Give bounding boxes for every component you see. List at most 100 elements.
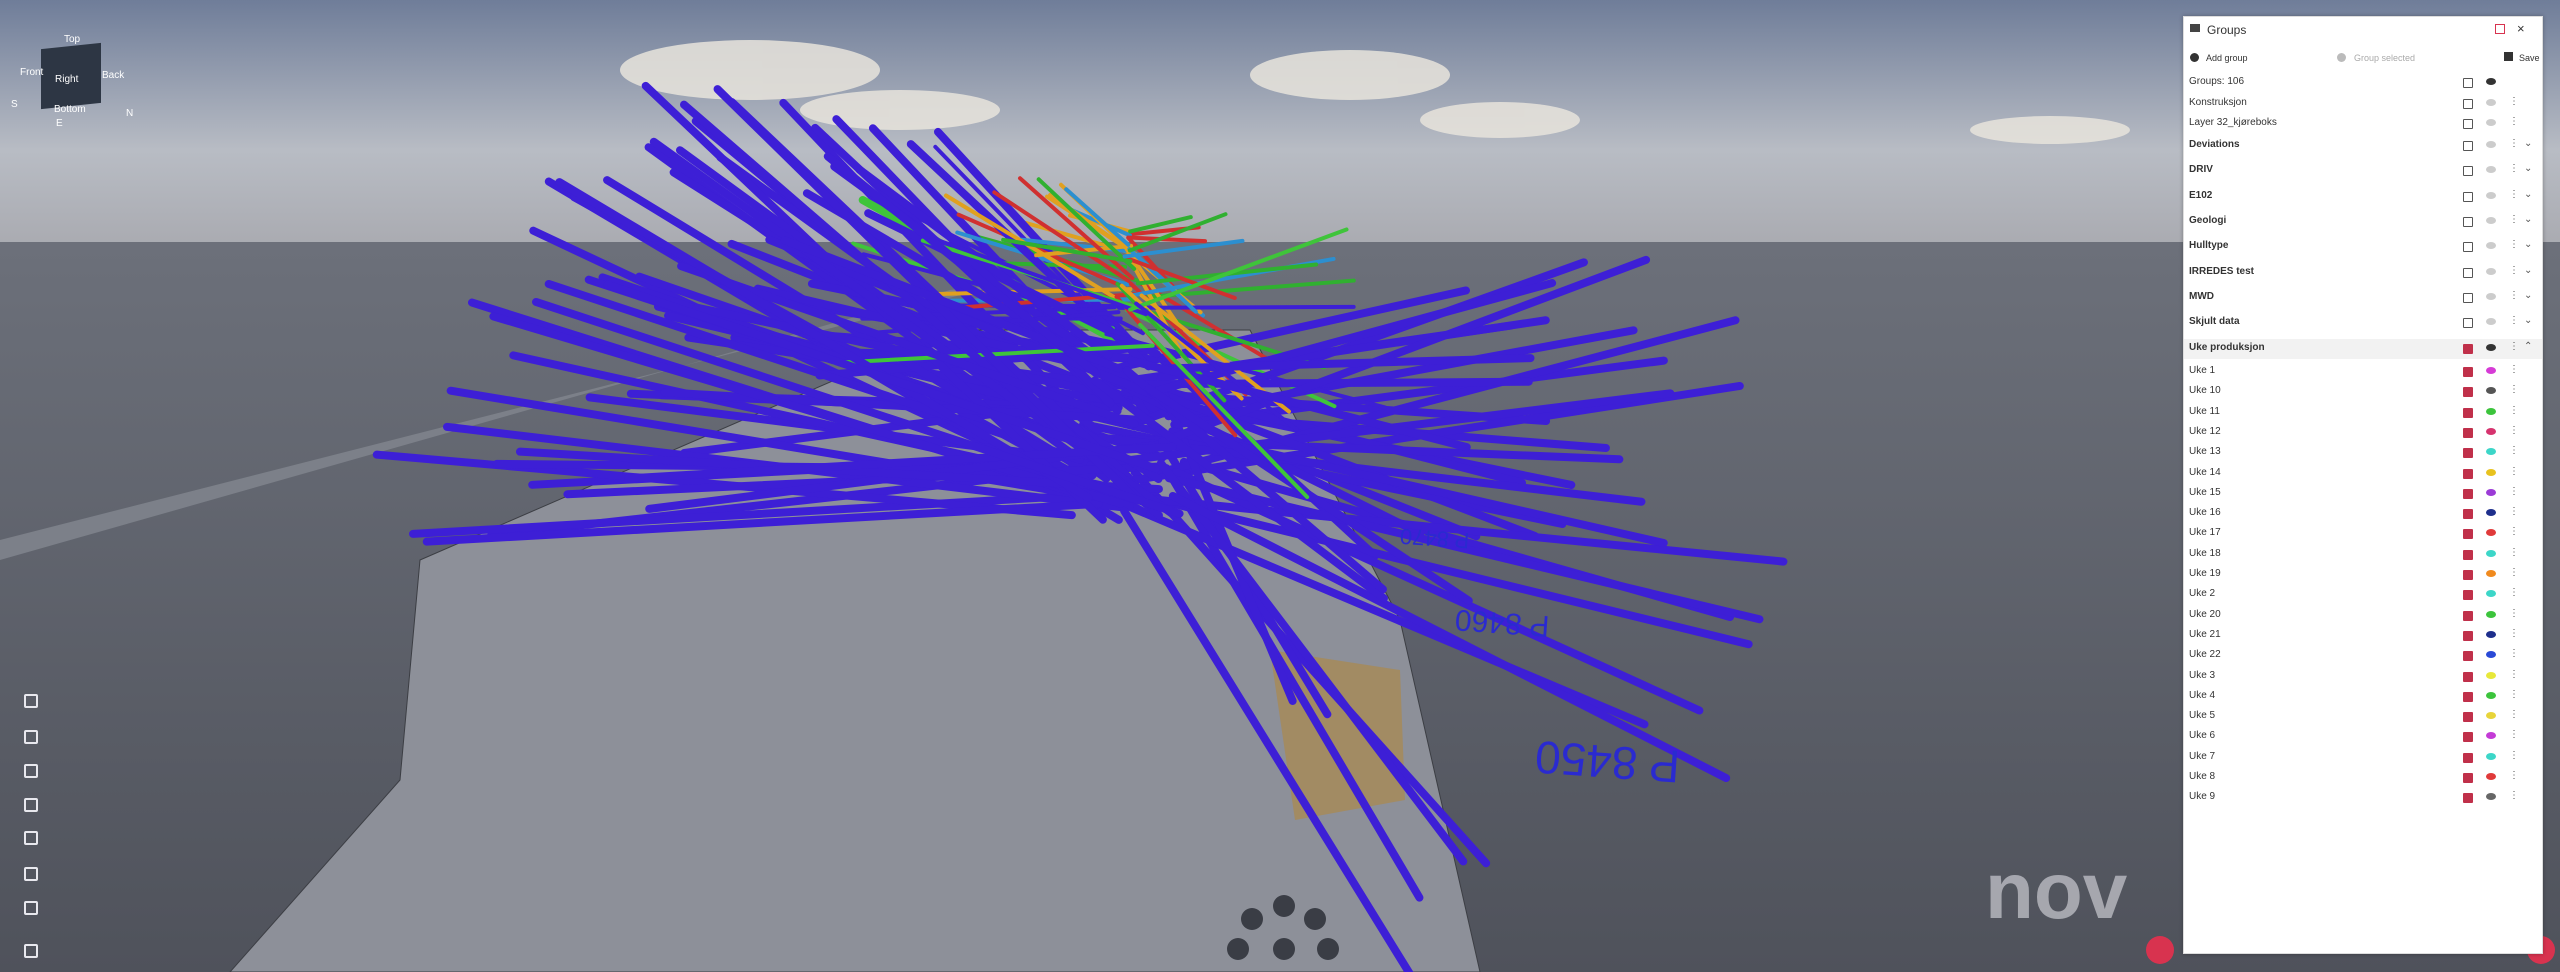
checkbox[interactable] — [2463, 509, 2473, 520]
checkbox[interactable] — [2463, 427, 2473, 438]
checkbox[interactable] — [2463, 98, 2473, 109]
checkbox[interactable] — [2463, 773, 2473, 783]
group-row[interactable]: Uke 15 ⋮ — [2184, 484, 2542, 504]
visibility-toggle[interactable] — [2486, 367, 2496, 374]
group-row[interactable]: Uke 17 ⋮ — [2184, 524, 2542, 544]
group-row[interactable]: Uke 8 ⋮ — [2184, 768, 2542, 788]
visibility-toggle[interactable] — [2486, 529, 2496, 537]
group-row[interactable]: Uke 13 ⋮ — [2184, 443, 2542, 463]
visibility-toggle[interactable] — [2486, 216, 2496, 224]
visibility-toggle[interactable] — [2486, 732, 2496, 740]
row-menu[interactable]: ⋮ — [2509, 790, 2519, 802]
group-row[interactable]: MWD ⋮ ⌄ — [2184, 288, 2542, 308]
help-button[interactable] — [2146, 936, 2174, 964]
group-row[interactable]: Uke 9 ⋮ — [2184, 788, 2542, 808]
checkbox[interactable] — [2463, 292, 2473, 303]
tool-button[interactable] — [19, 862, 39, 882]
visibility-toggle[interactable] — [2486, 610, 2496, 618]
visibility-toggle[interactable] — [2486, 793, 2496, 801]
checkbox[interactable] — [2463, 367, 2473, 377]
tool-button[interactable] — [19, 939, 39, 959]
maximize-button[interactable] — [2495, 24, 2505, 34]
row-menu[interactable]: ⋮ — [2509, 709, 2519, 721]
visibility-toggle[interactable] — [2486, 773, 2496, 780]
row-menu[interactable]: ⋮ — [2509, 404, 2519, 416]
checkbox[interactable] — [2463, 732, 2473, 743]
checkbox[interactable] — [2463, 529, 2473, 540]
checkbox[interactable] — [2463, 752, 2473, 763]
checkbox[interactable] — [2463, 166, 2473, 177]
visibility-toggle[interactable] — [2486, 387, 2496, 395]
group-row[interactable]: IRREDES test ⋮ ⌄ — [2184, 263, 2542, 283]
checkbox[interactable] — [2463, 691, 2473, 702]
row-menu[interactable]: ⋮ — [2509, 445, 2519, 457]
visibility-toggle[interactable] — [2486, 488, 2496, 496]
row-menu[interactable]: ⋮ — [2509, 729, 2519, 741]
expand-toggle[interactable]: ⌄ — [2524, 264, 2533, 276]
checkbox[interactable] — [2463, 793, 2473, 804]
checkbox[interactable] — [2463, 712, 2473, 723]
visibility-toggle[interactable] — [2486, 570, 2496, 577]
group-row[interactable]: Uke 19 ⋮ — [2184, 565, 2542, 585]
visibility-toggle[interactable] — [2486, 119, 2496, 126]
checkbox[interactable] — [2463, 468, 2473, 479]
row-menu[interactable]: ⋮ — [2509, 213, 2519, 225]
visibility-toggle[interactable] — [2486, 267, 2496, 275]
row-menu[interactable]: ⋮ — [2509, 567, 2519, 578]
expand-toggle[interactable]: ⌄ — [2524, 213, 2533, 225]
visibility-toggle[interactable] — [2486, 468, 2496, 476]
expand-toggle[interactable]: ⌄ — [2524, 138, 2533, 149]
group-row[interactable]: Uke produksjon ⋮ ⌃ — [2184, 339, 2542, 359]
row-menu[interactable]: ⋮ — [2509, 506, 2519, 518]
expand-toggle[interactable]: ⌃ — [2524, 341, 2533, 352]
group-row[interactable]: Uke 11 ⋮ — [2184, 403, 2542, 423]
group-row[interactable]: Uke 2 ⋮ — [2184, 585, 2542, 605]
group-row[interactable]: Groups: 106 — [2184, 73, 2542, 93]
row-menu[interactable]: ⋮ — [2509, 648, 2519, 660]
visibility-toggle[interactable] — [2486, 141, 2496, 148]
visibility-toggle[interactable] — [2486, 98, 2496, 106]
row-menu[interactable]: ⋮ — [2509, 163, 2519, 175]
visibility-toggle[interactable] — [2486, 590, 2496, 598]
row-menu[interactable]: ⋮ — [2509, 289, 2519, 301]
cube-label[interactable]: S — [11, 99, 18, 110]
row-menu[interactable]: ⋮ — [2509, 341, 2519, 352]
group-row[interactable]: Geologi ⋮ ⌄ — [2184, 212, 2542, 232]
row-menu[interactable]: ⋮ — [2509, 384, 2519, 396]
row-menu[interactable]: ⋮ — [2509, 116, 2519, 127]
group-row[interactable]: Uke 22 ⋮ — [2184, 646, 2542, 666]
group-row[interactable]: DRIV ⋮ ⌄ — [2184, 161, 2542, 181]
row-menu[interactable]: ⋮ — [2509, 264, 2519, 276]
cube-label[interactable]: Bottom — [54, 104, 86, 115]
checkbox[interactable] — [2463, 610, 2473, 621]
cube-label[interactable]: N — [126, 108, 134, 119]
tool-button[interactable] — [19, 689, 39, 709]
row-menu[interactable]: ⋮ — [2509, 364, 2519, 375]
expand-toggle[interactable]: ⌄ — [2524, 188, 2533, 200]
visibility-toggle[interactable] — [2486, 712, 2496, 720]
row-menu[interactable]: ⋮ — [2509, 188, 2519, 200]
row-menu[interactable]: ⋮ — [2509, 749, 2519, 761]
checkbox[interactable] — [2463, 344, 2473, 354]
visibility-toggle[interactable] — [2486, 509, 2496, 517]
visibility-toggle[interactable] — [2486, 191, 2496, 199]
checkbox[interactable] — [2463, 267, 2473, 278]
control-button[interactable] — [1273, 938, 1295, 960]
cube-label[interactable]: Top — [64, 34, 81, 45]
group-row[interactable]: Uke 21 ⋮ — [2184, 626, 2542, 646]
row-menu[interactable]: ⋮ — [2509, 526, 2519, 538]
visibility-toggle[interactable] — [2486, 292, 2496, 300]
expand-toggle[interactable]: ⌄ — [2524, 315, 2533, 327]
visibility-toggle[interactable] — [2486, 752, 2496, 760]
checkbox[interactable] — [2463, 407, 2473, 418]
checkbox[interactable] — [2463, 630, 2473, 641]
group-row[interactable]: E102 ⋮ ⌄ — [2184, 187, 2542, 207]
checkbox[interactable] — [2463, 191, 2473, 202]
checkbox[interactable] — [2463, 216, 2473, 227]
checkbox[interactable] — [2463, 549, 2473, 560]
control-button[interactable] — [1273, 895, 1295, 917]
control-button[interactable] — [1241, 908, 1263, 930]
checkbox[interactable] — [2463, 570, 2473, 580]
row-menu[interactable]: ⋮ — [2509, 627, 2519, 639]
visibility-toggle[interactable] — [2486, 448, 2496, 456]
